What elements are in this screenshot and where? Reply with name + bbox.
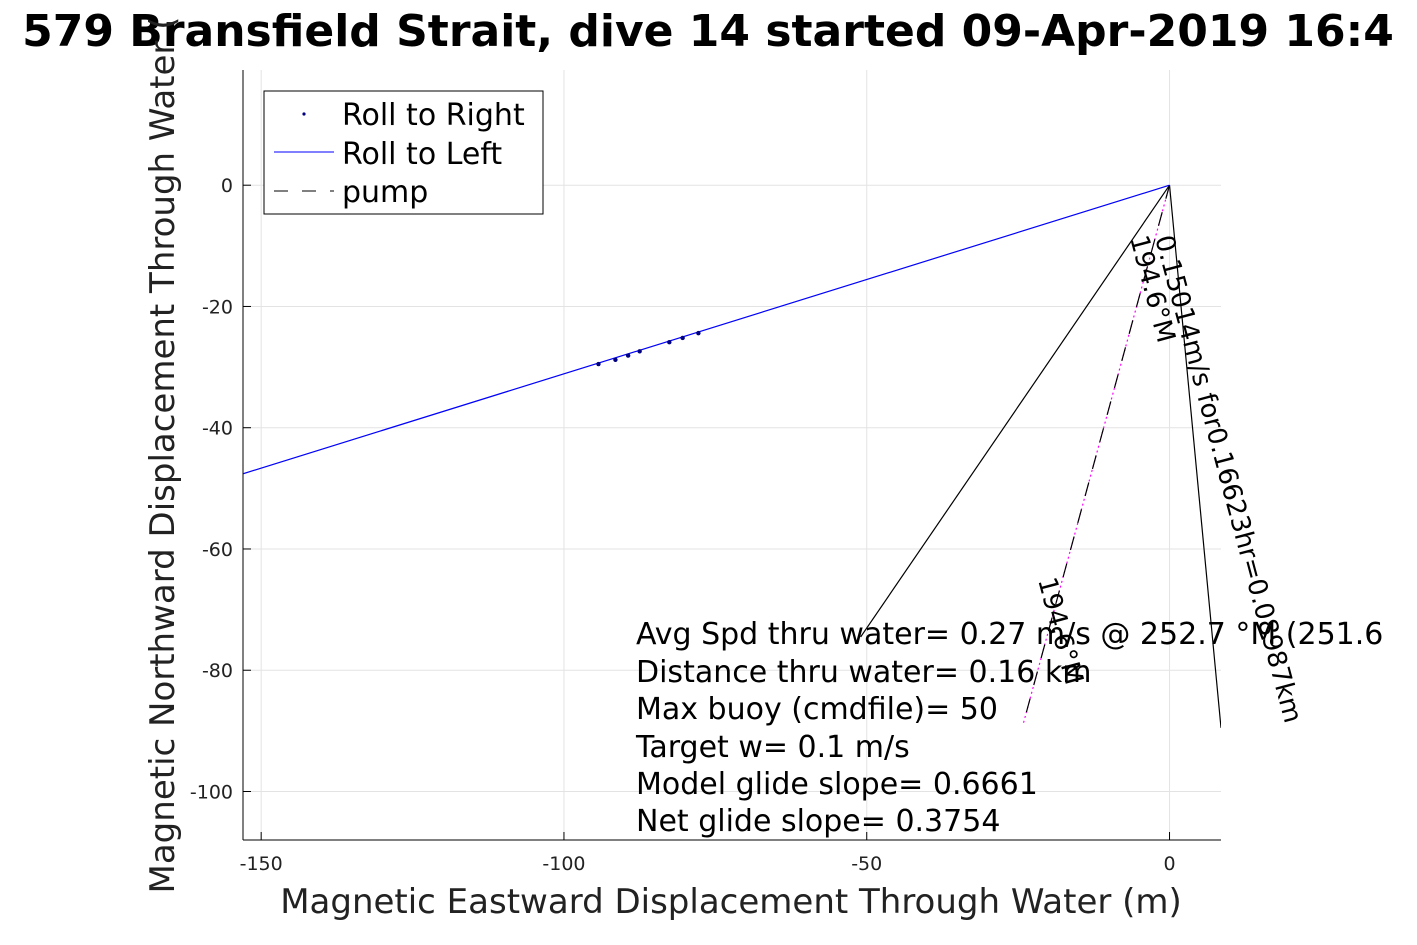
roll-right-point-5 bbox=[680, 335, 685, 341]
track-line-1 bbox=[1168, 185, 1221, 728]
x-axis-label: Magnetic Eastward Displacement Through W… bbox=[280, 882, 1182, 922]
series-line-pump bbox=[1022, 185, 1171, 725]
x-tick-label-2: -50 bbox=[851, 853, 882, 875]
roll-right-point-3 bbox=[637, 349, 642, 354]
annotation-max-buoy: Max buoy (cmdfile)= 50 bbox=[636, 692, 998, 727]
x-tick-label-0: -150 bbox=[240, 853, 283, 875]
track-line-0 bbox=[860, 184, 1171, 638]
y-tick-label-1: -20 bbox=[202, 296, 233, 318]
roll-right-point-1 bbox=[613, 357, 618, 363]
y-tick-labels: 0 -20 -40 -60 -80 -100 bbox=[190, 175, 233, 803]
x-tick-label-1: -100 bbox=[542, 853, 585, 875]
track-line-2 bbox=[1022, 185, 1171, 725]
y-axis-label: Magnetic Northward Displacement Through … bbox=[143, 17, 183, 894]
legend-label-pump: pump bbox=[342, 175, 428, 210]
series-line-roll-to-left bbox=[243, 184, 1170, 475]
x-tick-label-3: 0 bbox=[1163, 853, 1175, 875]
legend-marker-roll-right bbox=[302, 112, 306, 116]
annotation-avg-speed: Avg Spd thru water= 0.27 m/s @ 252.7 °M … bbox=[636, 617, 1383, 652]
roll-right-point-6 bbox=[696, 330, 701, 336]
annotation-target-w: Target w= 0.1 m/s bbox=[635, 730, 910, 765]
legend-label-roll-right: Roll to Right bbox=[342, 98, 525, 133]
roll-right-point-0 bbox=[596, 361, 601, 367]
axes bbox=[242, 70, 1221, 841]
roll-to-right-points bbox=[596, 330, 701, 367]
y-tick-label-2: -40 bbox=[202, 418, 233, 440]
legend: Roll to Right Roll to Left pump bbox=[263, 90, 544, 215]
y-tick-label-3: -60 bbox=[202, 539, 233, 561]
y-tick-label-0: 0 bbox=[221, 175, 233, 197]
roll-right-point-2 bbox=[625, 353, 631, 358]
annotation-model-glide: Model glide slope= 0.6661 bbox=[636, 767, 1038, 802]
annotation-net-glide: Net glide slope= 0.3754 bbox=[636, 804, 1000, 839]
series-lines bbox=[243, 184, 1221, 728]
annotation-distance: Distance thru water= 0.16 km bbox=[636, 655, 1091, 690]
chart-title: 579 Bransfield Strait, dive 14 started 0… bbox=[22, 6, 1394, 57]
x-tick-labels: -150 -100 -50 0 bbox=[240, 853, 1176, 875]
y-tick-label-4: -80 bbox=[202, 660, 233, 682]
legend-label-roll-left: Roll to Left bbox=[342, 137, 502, 172]
roll-right-point-4 bbox=[667, 340, 672, 345]
dive-summary-annotations: Avg Spd thru water= 0.27 m/s @ 252.7 °M … bbox=[635, 617, 1383, 839]
y-tick-label-5: -100 bbox=[190, 781, 233, 803]
